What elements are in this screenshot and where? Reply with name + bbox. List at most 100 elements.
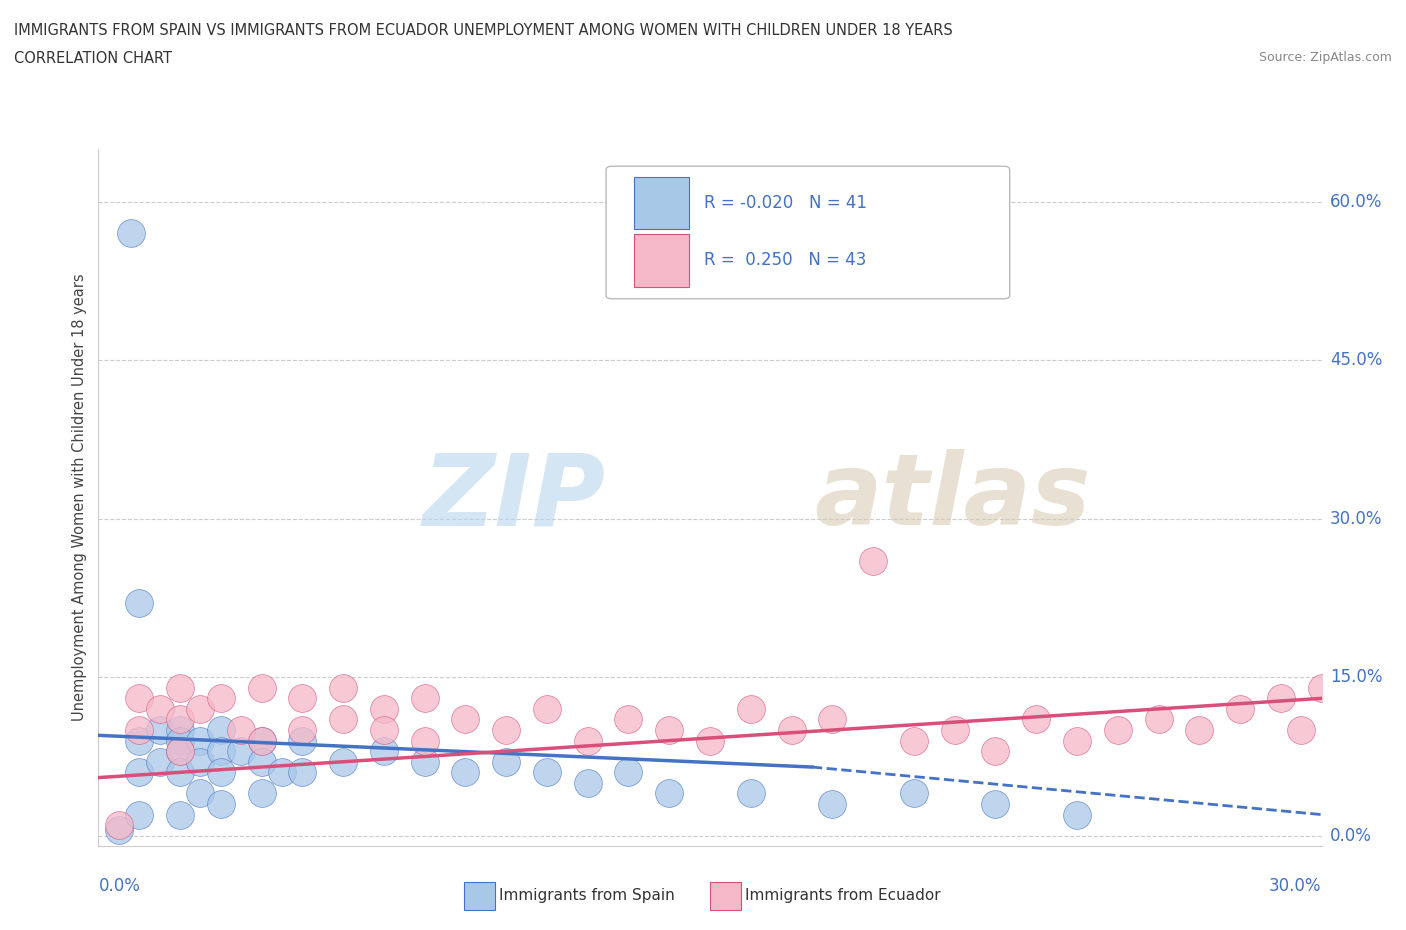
Point xyxy=(149,754,172,769)
Point xyxy=(780,723,803,737)
Text: R = -0.020   N = 41: R = -0.020 N = 41 xyxy=(704,194,868,212)
Point xyxy=(250,733,273,748)
Point xyxy=(332,754,354,769)
Point xyxy=(270,764,294,779)
Point xyxy=(231,723,253,737)
Text: 30.0%: 30.0% xyxy=(1330,510,1382,527)
Point xyxy=(821,797,844,812)
Point xyxy=(413,754,436,769)
Point xyxy=(169,723,191,737)
Point xyxy=(617,764,640,779)
Point xyxy=(1188,723,1211,737)
Point xyxy=(209,691,232,706)
Point xyxy=(231,744,253,759)
Point xyxy=(903,786,925,801)
Text: 45.0%: 45.0% xyxy=(1330,352,1382,369)
Point xyxy=(1025,712,1047,727)
Point xyxy=(699,733,721,748)
Text: CORRELATION CHART: CORRELATION CHART xyxy=(14,51,172,66)
Point xyxy=(495,723,517,737)
Point xyxy=(188,786,212,801)
Point xyxy=(169,733,191,748)
Point xyxy=(943,723,966,737)
Point xyxy=(209,764,232,779)
Point xyxy=(373,723,395,737)
Point xyxy=(1147,712,1170,727)
Point xyxy=(209,723,232,737)
Point xyxy=(188,733,212,748)
Point xyxy=(291,764,314,779)
Point xyxy=(108,823,131,838)
Point xyxy=(291,733,314,748)
Text: R =  0.250   N = 43: R = 0.250 N = 43 xyxy=(704,251,866,270)
Point xyxy=(617,712,640,727)
Point xyxy=(740,786,762,801)
Point xyxy=(373,701,395,716)
FancyBboxPatch shape xyxy=(634,234,689,286)
Point xyxy=(169,764,191,779)
Point xyxy=(250,681,273,696)
Point xyxy=(1066,807,1088,822)
Point xyxy=(169,744,191,759)
Point xyxy=(821,712,844,727)
Point xyxy=(903,733,925,748)
Point xyxy=(169,744,191,759)
Point xyxy=(128,733,150,748)
Text: 0.0%: 0.0% xyxy=(98,877,141,895)
Text: 60.0%: 60.0% xyxy=(1330,193,1382,210)
Point xyxy=(413,691,436,706)
Point xyxy=(1229,701,1251,716)
Point xyxy=(149,701,172,716)
Text: Immigrants from Ecuador: Immigrants from Ecuador xyxy=(745,888,941,903)
Point xyxy=(1107,723,1129,737)
Point xyxy=(149,723,172,737)
FancyBboxPatch shape xyxy=(634,177,689,230)
FancyBboxPatch shape xyxy=(606,166,1010,299)
Point xyxy=(291,691,314,706)
Point xyxy=(373,744,395,759)
Point xyxy=(576,733,599,748)
Point xyxy=(128,691,150,706)
Point xyxy=(1291,723,1313,737)
Point xyxy=(536,764,558,779)
Point xyxy=(413,733,436,748)
Point xyxy=(536,701,558,716)
Point xyxy=(740,701,762,716)
Point xyxy=(209,797,232,812)
Point xyxy=(984,744,1007,759)
Point xyxy=(332,712,354,727)
Point xyxy=(250,754,273,769)
Point xyxy=(454,764,477,779)
Point xyxy=(454,712,477,727)
Point xyxy=(169,712,191,727)
Point xyxy=(128,807,150,822)
Text: atlas: atlas xyxy=(814,449,1091,546)
Point xyxy=(332,681,354,696)
Text: IMMIGRANTS FROM SPAIN VS IMMIGRANTS FROM ECUADOR UNEMPLOYMENT AMONG WOMEN WITH C: IMMIGRANTS FROM SPAIN VS IMMIGRANTS FROM… xyxy=(14,23,953,38)
Y-axis label: Unemployment Among Women with Children Under 18 years: Unemployment Among Women with Children U… xyxy=(72,273,87,722)
Point xyxy=(108,817,131,832)
Point xyxy=(250,733,273,748)
Point xyxy=(576,776,599,790)
Point xyxy=(1270,691,1292,706)
Point xyxy=(658,786,681,801)
Point xyxy=(291,723,314,737)
Point xyxy=(188,701,212,716)
Point xyxy=(128,764,150,779)
Text: ZIP: ZIP xyxy=(423,449,606,546)
Point xyxy=(169,681,191,696)
Point xyxy=(188,754,212,769)
Point xyxy=(128,723,150,737)
Point xyxy=(495,754,517,769)
Point xyxy=(169,807,191,822)
Point xyxy=(862,553,884,568)
Point xyxy=(250,786,273,801)
Point xyxy=(984,797,1007,812)
Point xyxy=(128,596,150,611)
Text: 0.0%: 0.0% xyxy=(1330,827,1372,844)
Text: Immigrants from Spain: Immigrants from Spain xyxy=(499,888,675,903)
Text: Source: ZipAtlas.com: Source: ZipAtlas.com xyxy=(1258,51,1392,64)
Text: 15.0%: 15.0% xyxy=(1330,669,1382,686)
Point xyxy=(1310,681,1333,696)
Point xyxy=(209,744,232,759)
